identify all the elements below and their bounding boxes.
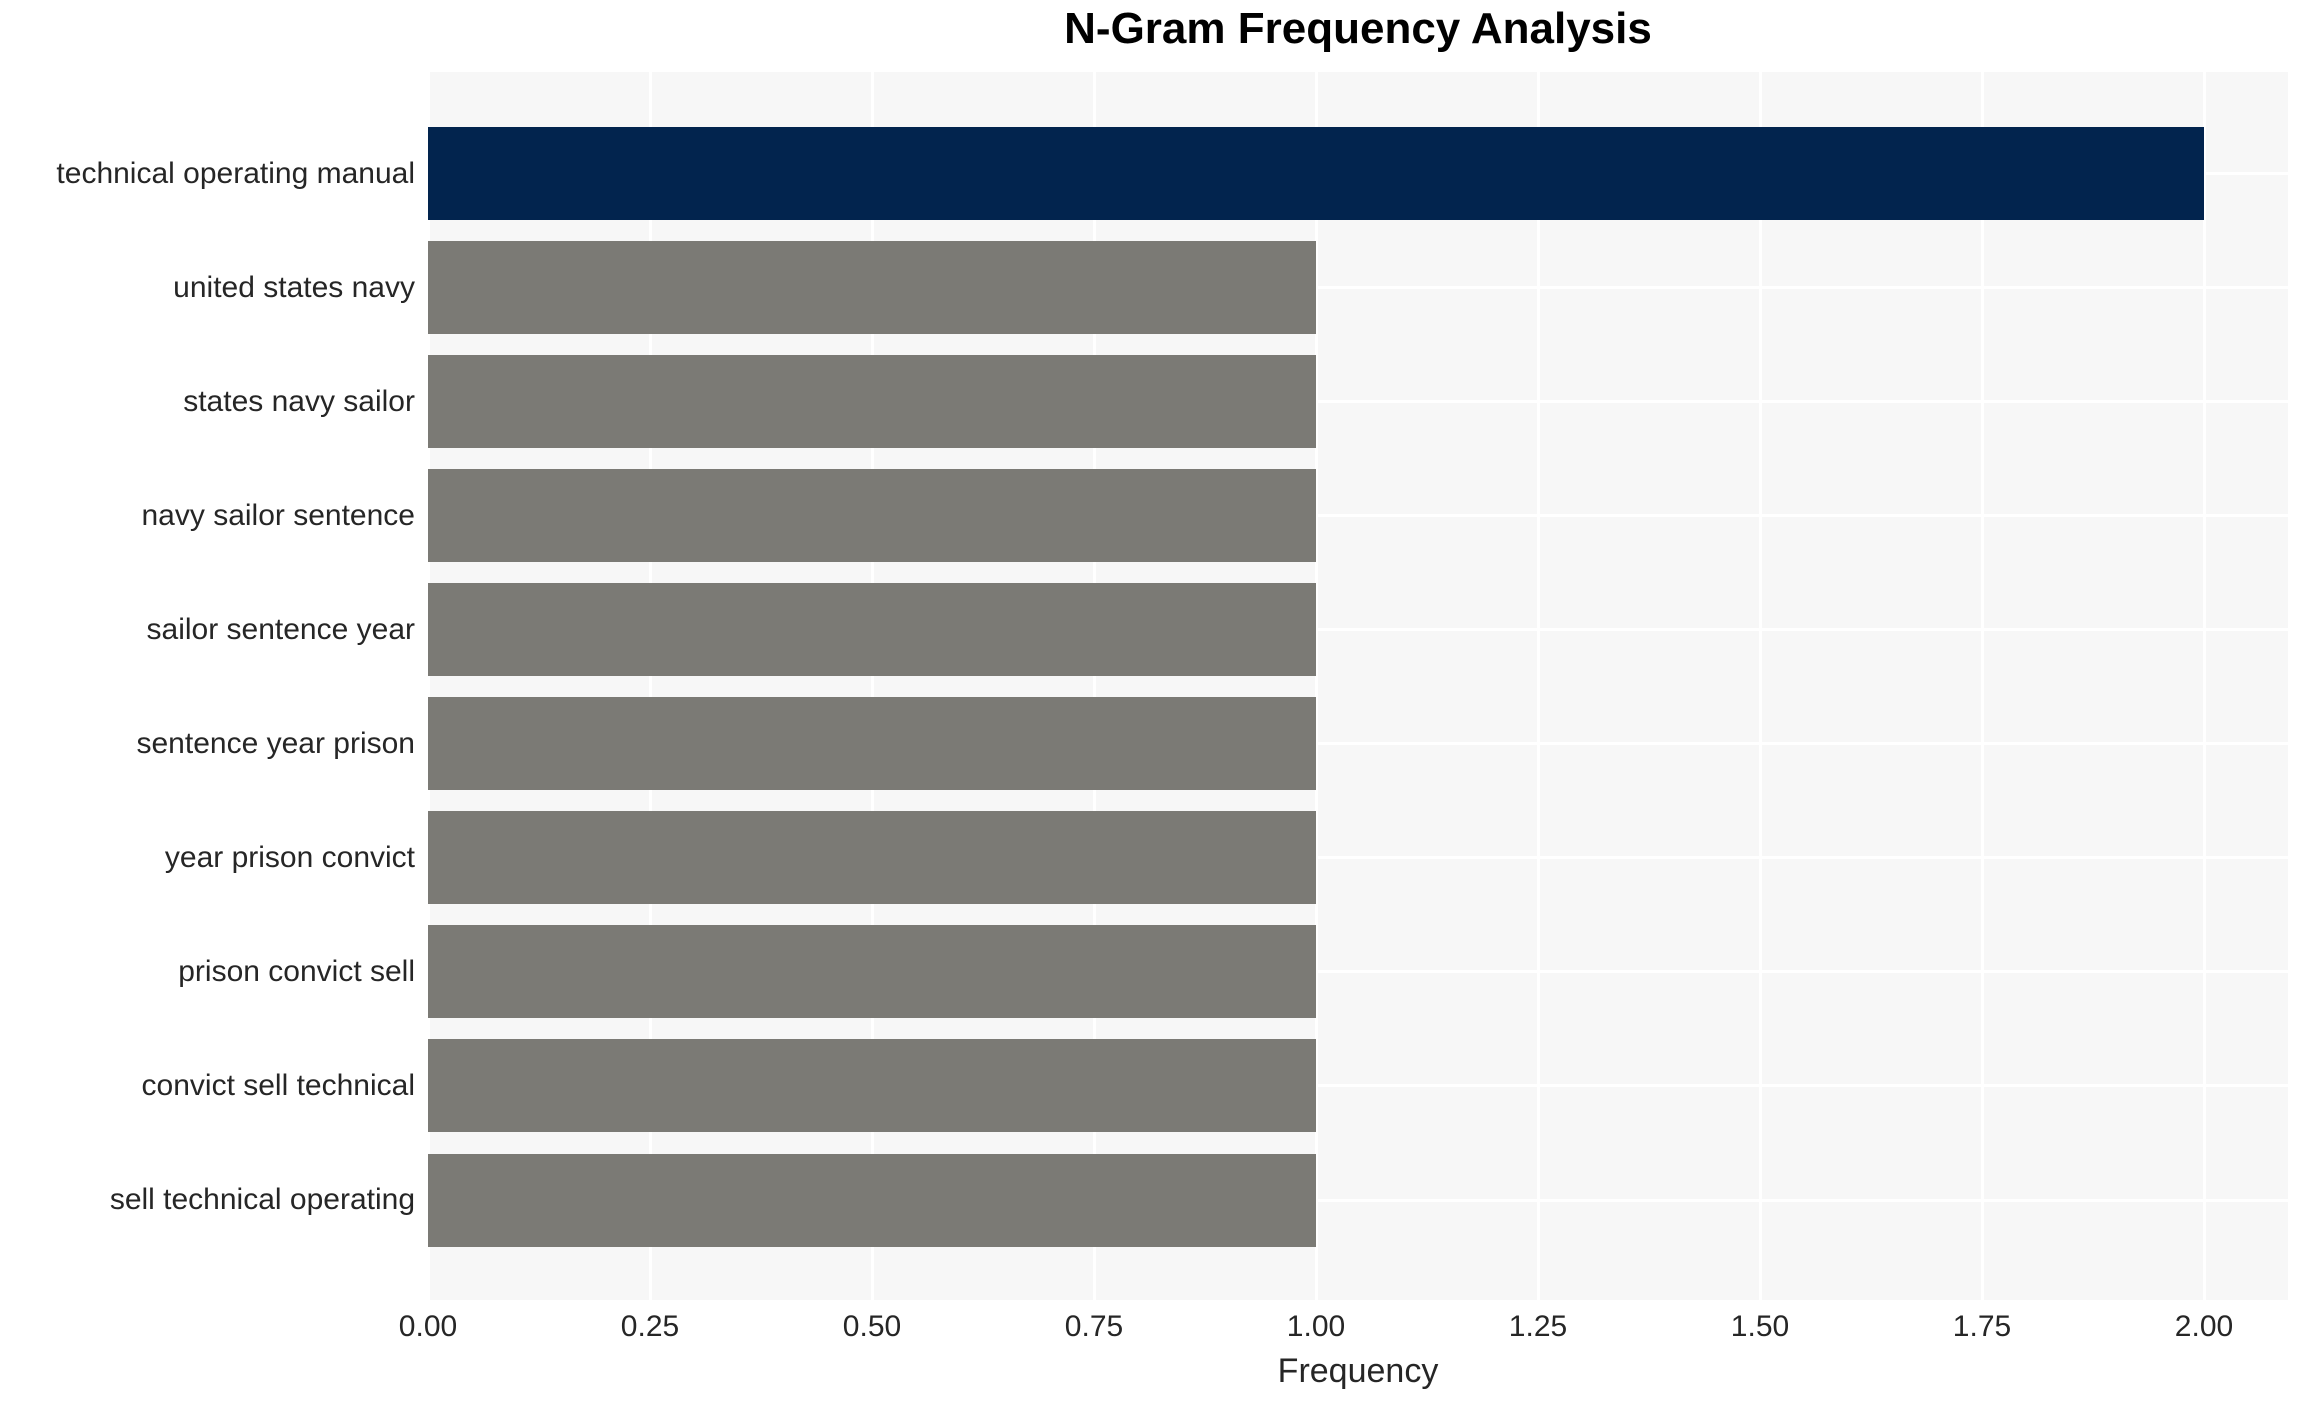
x-tick-label: 1.75 — [1952, 1310, 2012, 1343]
bar — [428, 697, 1316, 791]
v-gridline — [1314, 72, 1318, 1300]
v-gridline — [1536, 72, 1540, 1300]
bar — [428, 925, 1316, 1019]
bar — [428, 583, 1316, 677]
x-tick-label: 2.00 — [2174, 1310, 2234, 1343]
bar — [428, 1039, 1316, 1133]
bar — [428, 355, 1316, 449]
x-tick-label: 1.00 — [1286, 1310, 1346, 1343]
x-axis-label: Frequency — [1277, 1352, 1439, 1390]
bar — [428, 469, 1316, 563]
v-gridline — [2202, 72, 2206, 1300]
y-tick-label: prison convict sell — [178, 954, 415, 988]
bar — [428, 127, 2204, 220]
plot-area — [426, 72, 2288, 1300]
y-tick-label: sentence year prison — [136, 726, 416, 760]
x-tick-label: 1.25 — [1508, 1310, 1568, 1343]
x-tick-label: 0.50 — [842, 1310, 902, 1343]
y-tick-label: technical operating manual — [56, 156, 415, 190]
v-gridline — [1758, 72, 1762, 1300]
v-gridline — [1980, 72, 1984, 1300]
v-gridline — [870, 72, 874, 1300]
x-tick-label: 1.50 — [1730, 1310, 1790, 1343]
h-gridline — [428, 856, 2288, 860]
h-gridline — [428, 400, 2288, 404]
h-gridline — [428, 514, 2288, 518]
h-gridline — [428, 1198, 2288, 1202]
v-gridline — [1092, 72, 1096, 1300]
y-tick-label: sell technical operating — [109, 1183, 415, 1217]
y-tick-label: sailor sentence year — [146, 612, 415, 646]
h-gridline — [428, 742, 2288, 746]
v-gridline — [426, 72, 430, 1300]
bar — [428, 811, 1316, 905]
y-tick-label: year prison convict — [164, 840, 415, 874]
y-tick-label: convict sell technical — [141, 1068, 415, 1102]
h-gridline — [428, 628, 2288, 632]
h-gridline — [428, 970, 2288, 974]
bar — [428, 241, 1316, 335]
v-gridline — [648, 72, 652, 1300]
h-gridline — [428, 1084, 2288, 1088]
x-tick-label: 0.75 — [1064, 1310, 1124, 1343]
x-tick-label: 0.25 — [620, 1310, 680, 1343]
bar — [428, 1153, 1316, 1247]
y-tick-label: states navy sailor — [183, 384, 415, 418]
y-tick-label: navy sailor sentence — [141, 498, 416, 532]
x-tick-label: 0.00 — [398, 1310, 458, 1343]
y-tick-label: united states navy — [173, 270, 415, 304]
h-gridline — [428, 286, 2288, 290]
chart-title: N-Gram Frequency Analysis — [1064, 4, 1652, 53]
